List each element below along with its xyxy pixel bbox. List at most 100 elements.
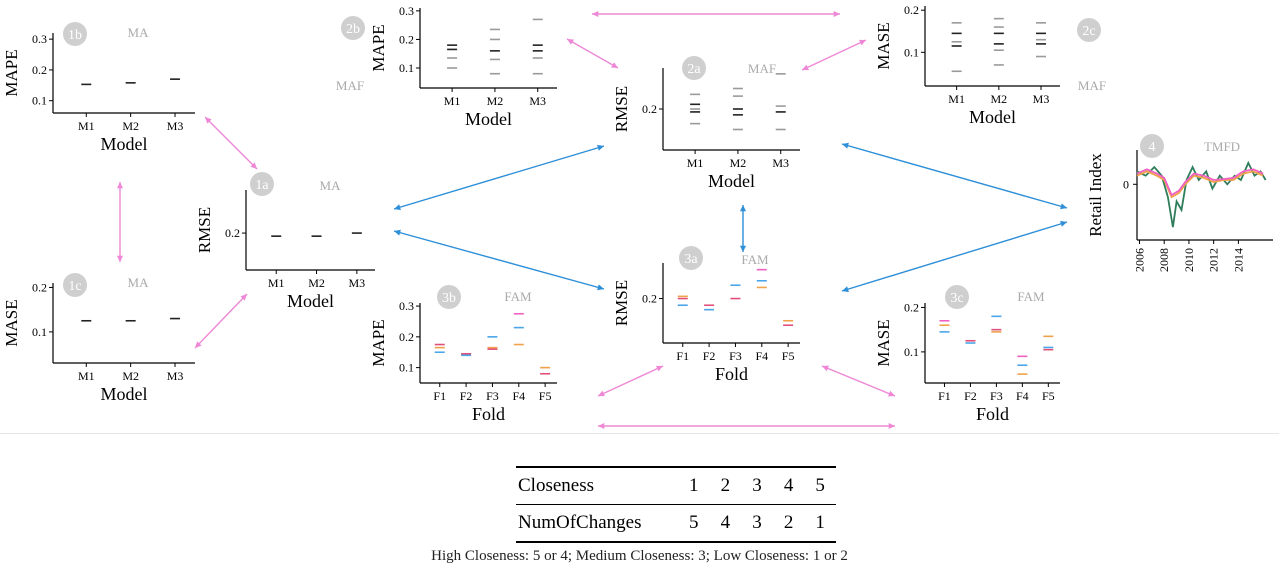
x-tick-label: M1 [444,94,461,108]
arrow-head [250,162,257,169]
y-axis-label: RMSE [612,280,631,326]
y-tick-label: 0.2 [399,32,414,46]
table-cell: 5 [689,512,699,533]
arrow-head [859,39,866,46]
panel-badge-label: 1a [255,178,269,193]
y-tick-label: 0.3 [399,299,414,313]
x-tick-label: 2014 [1231,248,1245,272]
table-cell: 3 [752,475,762,496]
panel-badge-label: 4 [1149,140,1156,155]
x-tick-label: M2 [990,92,1007,106]
arrow-head [394,204,401,211]
x-axis-label: Model [465,109,512,129]
x-tick-label: F4 [512,389,525,403]
x-tick-label: M2 [122,369,139,383]
x-tick-label: M3 [529,94,546,108]
panel-badge-label: 3c [950,291,963,306]
y-tick-label: 0.2 [399,330,414,344]
panel-tag: TMFD [1204,139,1240,154]
y-axis-label: MASE [874,22,893,69]
y-tick-label: 0.2 [904,3,919,17]
x-tick-label: F2 [703,349,716,363]
arrow-head [822,365,829,372]
panel-tag: MA [128,25,150,40]
panel-badge-label: 2b [346,22,360,37]
chart-canvas: 1a MA RMSE 0.2 M1 M2 M3 Model 1b MA MAPE 0.1 0.2 0.3 M… [2,3,1273,430]
y-tick-label: 0.1 [399,61,414,75]
panel-badge-label: 1b [68,28,82,43]
x-axis-label: Model [287,291,334,311]
x-tick-label: M2 [730,156,747,170]
arrow-head [611,62,618,68]
x-tick-label: M3 [1033,92,1050,106]
arrow-head [597,284,604,291]
panel-badge-1a [250,172,274,196]
panel-tag: MAF [336,78,364,93]
y-tick-label: 0.2 [32,63,47,77]
x-tick-label: M3 [167,369,184,383]
x-axis-label: Model [708,171,755,191]
x-axis-label: Fold [976,404,1009,424]
y-tick-label: 0.2 [32,280,47,294]
panel-tag: FAM [741,252,769,267]
x-tick-label: 2008 [1157,248,1171,272]
arrow-head [567,39,574,45]
arrow-head [656,365,663,372]
x-tick-label: M3 [772,156,789,170]
y-tick-label: 0.1 [32,325,47,339]
x-tick-label: F5 [1042,389,1055,403]
x-tick-label: F3 [990,389,1003,403]
arrow-head [888,422,895,430]
arrow-head [888,390,895,397]
y-tick-label: 0.1 [32,94,47,108]
panel-badge-3c [945,285,969,309]
connector-arrow [597,365,664,397]
panel-badge-label: 3b [442,291,456,306]
x-tick-label: F3 [486,389,499,403]
y-tick-label: 0.2 [904,300,919,314]
arrow-head [205,117,212,124]
chart-figure: 1a MA RMSE 0.2 M1 M2 M3 Model 1b MA MAPE 0.1 0.2 0.3 M… [0,3,1279,434]
panel-tag: FAM [1017,289,1045,304]
y-axis-label: MASE [874,319,893,366]
x-axis-label: Model [969,107,1016,127]
series-line [1136,170,1264,199]
panel-badge-label: 1c [68,279,81,294]
connector-arrow [393,230,605,290]
arrow-head [1060,203,1067,210]
arrow-head [592,10,599,18]
x-tick-label: M1 [78,119,95,133]
x-tick-label: F1 [433,389,446,403]
x-tick-label: M1 [948,92,965,106]
x-axis-label: Model [101,134,148,154]
y-axis-label: MAPE [2,49,21,96]
panel-tag: MAF [1078,78,1106,93]
x-tick-label: M1 [78,369,95,383]
x-tick-label: M2 [487,94,504,108]
connector-arrow [821,365,896,397]
x-tick-label: F2 [964,389,977,403]
table-row: NumOfChanges 5 4 3 2 1 [516,504,836,541]
x-tick-label: F3 [729,349,742,363]
panel-badge-1c [63,273,87,297]
table-caption: High Closeness: 5 or 4; Medium Closeness… [431,548,848,564]
table-cell: 4 [720,512,731,533]
connector-arrow [841,143,1068,209]
arrow-head [842,286,849,293]
table-cell: 5 [815,475,825,496]
x-tick-label: 2012 [1207,248,1221,272]
connector-arrow [801,39,867,71]
x-tick-label: F1 [938,389,951,403]
arrow-head [802,64,809,71]
panel-badge-3a [679,246,703,270]
connector-arrow [566,38,619,69]
y-axis-label: MAPE [369,319,388,366]
panel-badge-label: 2a [687,62,701,77]
y-tick-label: 0.2 [642,102,657,116]
y-axis-label: MAPE [369,24,388,71]
series-line [1136,160,1267,228]
x-tick-label: M3 [349,276,366,290]
closeness-table: Closeness 1 2 3 4 5 NumOfChanges 5 4 3 2… [516,466,836,543]
y-tick-label: 0.3 [399,4,414,18]
